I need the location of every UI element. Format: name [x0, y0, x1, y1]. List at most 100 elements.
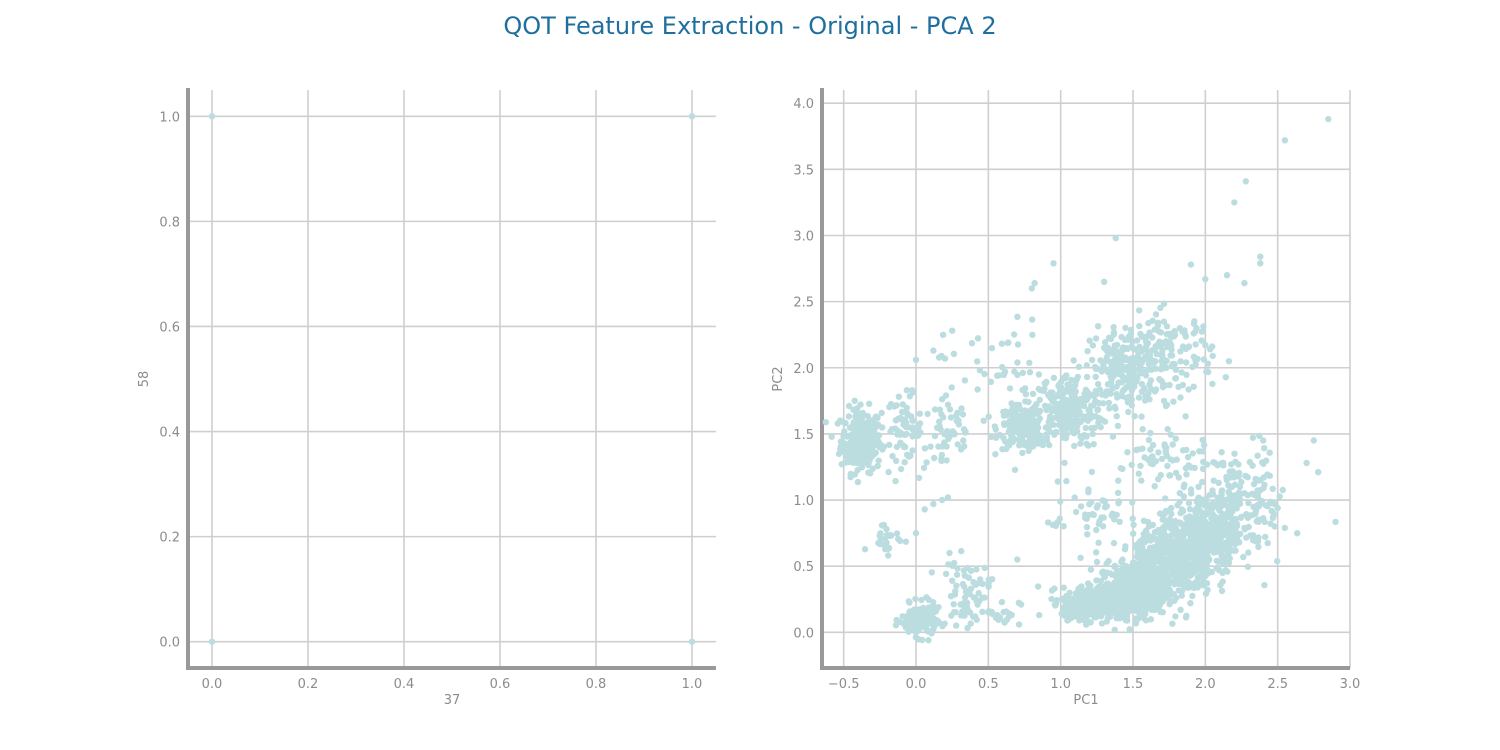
scatter-point [1209, 343, 1216, 350]
scatter-point [1112, 572, 1119, 580]
scatter-point [1231, 520, 1239, 527]
scatter-point [1187, 261, 1195, 268]
scatter-point [1209, 535, 1216, 542]
scatter-point [1143, 527, 1150, 534]
scatter-point [958, 445, 965, 452]
scatter-point [895, 535, 902, 543]
scatter-point [1110, 331, 1118, 338]
scatter-point [1142, 372, 1150, 379]
scatter-point [1203, 368, 1210, 375]
scatter-point [845, 402, 853, 410]
scatter-point [1159, 552, 1167, 560]
scatter-point [1139, 445, 1146, 452]
scatter-point [1281, 524, 1289, 532]
scatter-point [1178, 369, 1185, 376]
scatter-point [1019, 449, 1026, 457]
scatter-point [1164, 426, 1171, 433]
scatter-point [953, 622, 960, 629]
scatter-point [1209, 352, 1216, 360]
scatter-point [1144, 456, 1152, 463]
scatter-point [1161, 570, 1169, 577]
scatter-point [931, 432, 939, 440]
scatter-point [968, 340, 976, 347]
scatter-point [1158, 531, 1165, 538]
scatter-point [996, 431, 1003, 439]
scatter-point [1105, 399, 1113, 407]
scatter-point [1201, 502, 1208, 509]
scatter-point [1086, 611, 1093, 618]
scatter-point [1315, 469, 1322, 476]
scatter-point [979, 580, 986, 588]
scatter-point [1177, 348, 1184, 355]
scatter-point [1124, 449, 1131, 456]
scatter-point [1177, 394, 1184, 401]
scatter-point [1005, 339, 1012, 346]
scatter-point [985, 413, 992, 420]
scatter-point [1083, 621, 1090, 628]
scatter-point [966, 609, 974, 616]
scatter-point [944, 494, 952, 501]
y-tick-label: 0.8 [159, 215, 180, 230]
scatter-point [939, 443, 946, 450]
x-tick-label: 0.0 [906, 677, 927, 692]
scatter-point [1226, 533, 1233, 541]
scatter-point [906, 393, 913, 400]
scatter-point [848, 444, 855, 451]
scatter-point [1106, 584, 1113, 592]
scatter-point [1107, 373, 1114, 380]
scatter-point [1160, 512, 1167, 519]
scatter-point [903, 387, 910, 394]
scatter-point [1090, 588, 1097, 595]
scatter-point [1178, 592, 1186, 599]
scatter-point [1155, 558, 1162, 565]
scatter-point [1093, 526, 1100, 534]
scatter-point [999, 363, 1006, 371]
scatter-point [980, 417, 987, 424]
scatter-point [1157, 329, 1165, 336]
scatter-point [1180, 493, 1188, 500]
scatter-point [1126, 366, 1133, 373]
scatter-point [1145, 360, 1153, 368]
scatter-point [1219, 510, 1226, 518]
scatter-point [1162, 495, 1169, 502]
scatter-point [903, 404, 910, 411]
scatter-point [1063, 477, 1070, 485]
scatter-point [1006, 385, 1014, 392]
scatter-point [1218, 487, 1226, 494]
scatter-point [1022, 391, 1030, 398]
scatter-point [1083, 373, 1091, 381]
scatter-point [1023, 442, 1030, 449]
scatter-point [1098, 620, 1106, 627]
scatter-point [998, 598, 1006, 606]
scatter-point [1202, 341, 1209, 349]
scatter-point [948, 384, 955, 391]
scatter-point [1152, 386, 1160, 393]
y-tick-label: 0.0 [159, 636, 180, 651]
scatter-point [1083, 362, 1091, 369]
scatter-point [1180, 483, 1188, 491]
scatter-point [874, 432, 882, 439]
scatter-point [953, 571, 961, 578]
scatter-point [1204, 360, 1212, 367]
scatter-point [1050, 260, 1057, 267]
scatter-point [1115, 583, 1123, 590]
scatter-point [1115, 615, 1123, 622]
scatter-point [1094, 365, 1101, 372]
scatter-point [1114, 489, 1122, 497]
scatter-point [957, 612, 965, 619]
scatter-point [1121, 336, 1129, 344]
y-axis-label: PC2 [771, 366, 786, 391]
scatter-point [912, 529, 920, 537]
scatter-point [904, 619, 911, 626]
scatter-point [1163, 452, 1171, 459]
scatter-point [1224, 568, 1231, 575]
scatter-point [1181, 562, 1189, 569]
scatter-point [1158, 455, 1166, 463]
scatter-point [1100, 514, 1107, 521]
scatter-point [866, 400, 873, 407]
scatter-point [1151, 592, 1158, 600]
scatter-point [1163, 364, 1170, 371]
scatter-point [1183, 527, 1191, 534]
scatter-point [1202, 275, 1209, 283]
scatter-point [1163, 323, 1171, 330]
